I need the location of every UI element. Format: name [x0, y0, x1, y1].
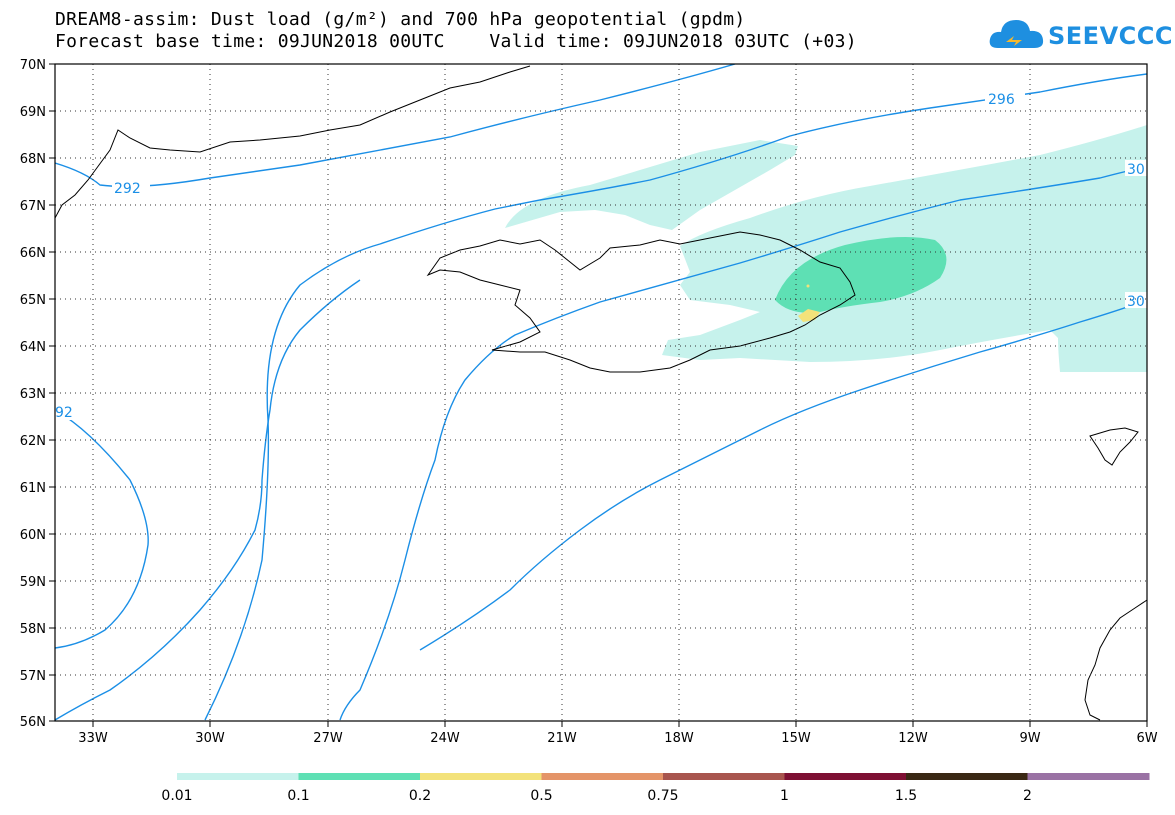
colorbar-label: 1 [780, 788, 789, 804]
lon-label: 27W [313, 731, 343, 746]
iceland-coast [426, 231, 856, 373]
lon-label: 6W [1136, 731, 1157, 746]
dust-area-low [505, 140, 798, 230]
contour-296 [204, 73, 1147, 721]
contour-label: 92 [55, 405, 73, 421]
lon-label: 33W [78, 731, 108, 746]
lat-label: 57N [20, 669, 46, 684]
lon-label: 9W [1019, 731, 1040, 746]
lon-label: 15W [781, 731, 811, 746]
lat-label: 64N [20, 340, 46, 355]
lon-label: 18W [664, 731, 694, 746]
contour-304 [55, 279, 361, 721]
contour-292-west [55, 409, 149, 649]
faroe-islands [1089, 427, 1139, 466]
colorbar-segment [784, 773, 907, 780]
lon-label: 21W [547, 731, 577, 746]
lon-label: 30W [195, 731, 225, 746]
lat-label: 60N [20, 528, 46, 543]
cloud-icon [989, 20, 1044, 48]
colorbar-label: 2 [1023, 788, 1032, 804]
colorbar-segment [177, 773, 299, 780]
contour-label: 30 [1127, 162, 1145, 178]
lat-label: 58N [20, 622, 46, 637]
colorbar-label: 0.5 [530, 788, 552, 804]
colorbar-segment [420, 773, 542, 780]
lat-label: 63N [20, 387, 46, 402]
contour-label: 30 [1127, 294, 1145, 310]
contour-300 [339, 166, 1147, 721]
colorbar-segment [541, 773, 664, 780]
dust-area-mid [775, 236, 947, 313]
colorbar-segment [1027, 773, 1150, 780]
lat-label: 62N [20, 434, 46, 449]
forecast-time-line: Forecast base time: 09JUN2018 00UTC Vali… [55, 31, 857, 52]
colorbar-segment [298, 773, 421, 780]
colorbar-label: 0.75 [647, 788, 678, 804]
lat-label: 67N [20, 199, 46, 214]
colorbar-label: 0.2 [409, 788, 431, 804]
lat-label: 69N [20, 105, 46, 120]
colorbar-segment [906, 773, 1028, 780]
colorbar-label: 0.1 [287, 788, 309, 804]
map-title: DREAM8-assim: Dust load (g/m²) and 700 h… [55, 9, 746, 30]
lat-label: 59N [20, 575, 46, 590]
lat-label: 56N [20, 715, 46, 730]
logo-text: SEEVCCC [1048, 22, 1173, 50]
colorbar-label: 0.01 [161, 788, 192, 804]
seevccc-logo: SEEVCCC [988, 14, 1173, 64]
lon-label: 24W [430, 731, 460, 746]
greenland-coast [55, 65, 531, 219]
contour-label: 296 [988, 92, 1015, 108]
contour-292 [55, 64, 736, 188]
lat-label: 68N [20, 152, 46, 167]
lat-label: 65N [20, 293, 46, 308]
contour-label: 292 [114, 181, 141, 197]
lat-label: 66N [20, 246, 46, 261]
lat-label: 70N [20, 58, 46, 73]
scotland-coast [1084, 599, 1147, 721]
contour-308 [419, 299, 1147, 651]
lat-label: 61N [20, 481, 46, 496]
colorbar-label: 1.5 [895, 788, 917, 804]
colorbar-segment [663, 773, 785, 780]
colorbar: 0.01 0.1 0.2 0.5 0.75 1 1.5 2 [161, 773, 1150, 804]
lon-label: 12W [898, 731, 928, 746]
